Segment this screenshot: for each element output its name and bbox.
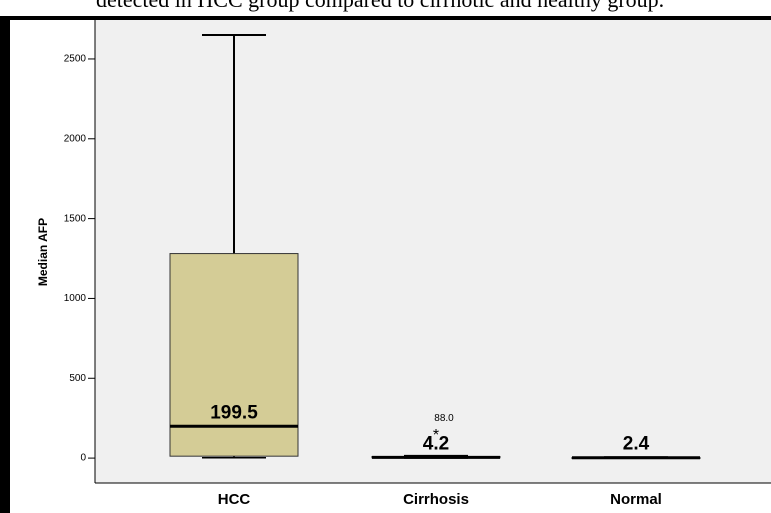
- x-tick-label: HCC: [218, 491, 251, 508]
- y-tick-label: 0: [80, 453, 86, 464]
- top-border: [0, 16, 771, 20]
- y-axis-label: Median AFP: [36, 218, 50, 286]
- x-tick-label: Cirrhosis: [403, 491, 469, 508]
- outlier: *: [433, 427, 439, 444]
- box: [169, 253, 299, 457]
- median-label: 4.2: [423, 433, 449, 454]
- caption: detected in HCC group compared to cirrho…: [96, 0, 664, 12]
- y-tick-label: 1500: [64, 213, 87, 224]
- x-tick-label: Normal: [610, 491, 662, 508]
- y-tick-label: 1000: [64, 293, 87, 304]
- y-tick-label: 500: [69, 373, 86, 384]
- left-border: [0, 16, 10, 513]
- y-tick-label: 2500: [64, 54, 87, 65]
- median-label: 199.5: [210, 402, 258, 423]
- y-tick-label: 2000: [64, 133, 87, 144]
- outlier-label: 88.0: [434, 413, 454, 424]
- median-label: 2.4: [623, 434, 650, 455]
